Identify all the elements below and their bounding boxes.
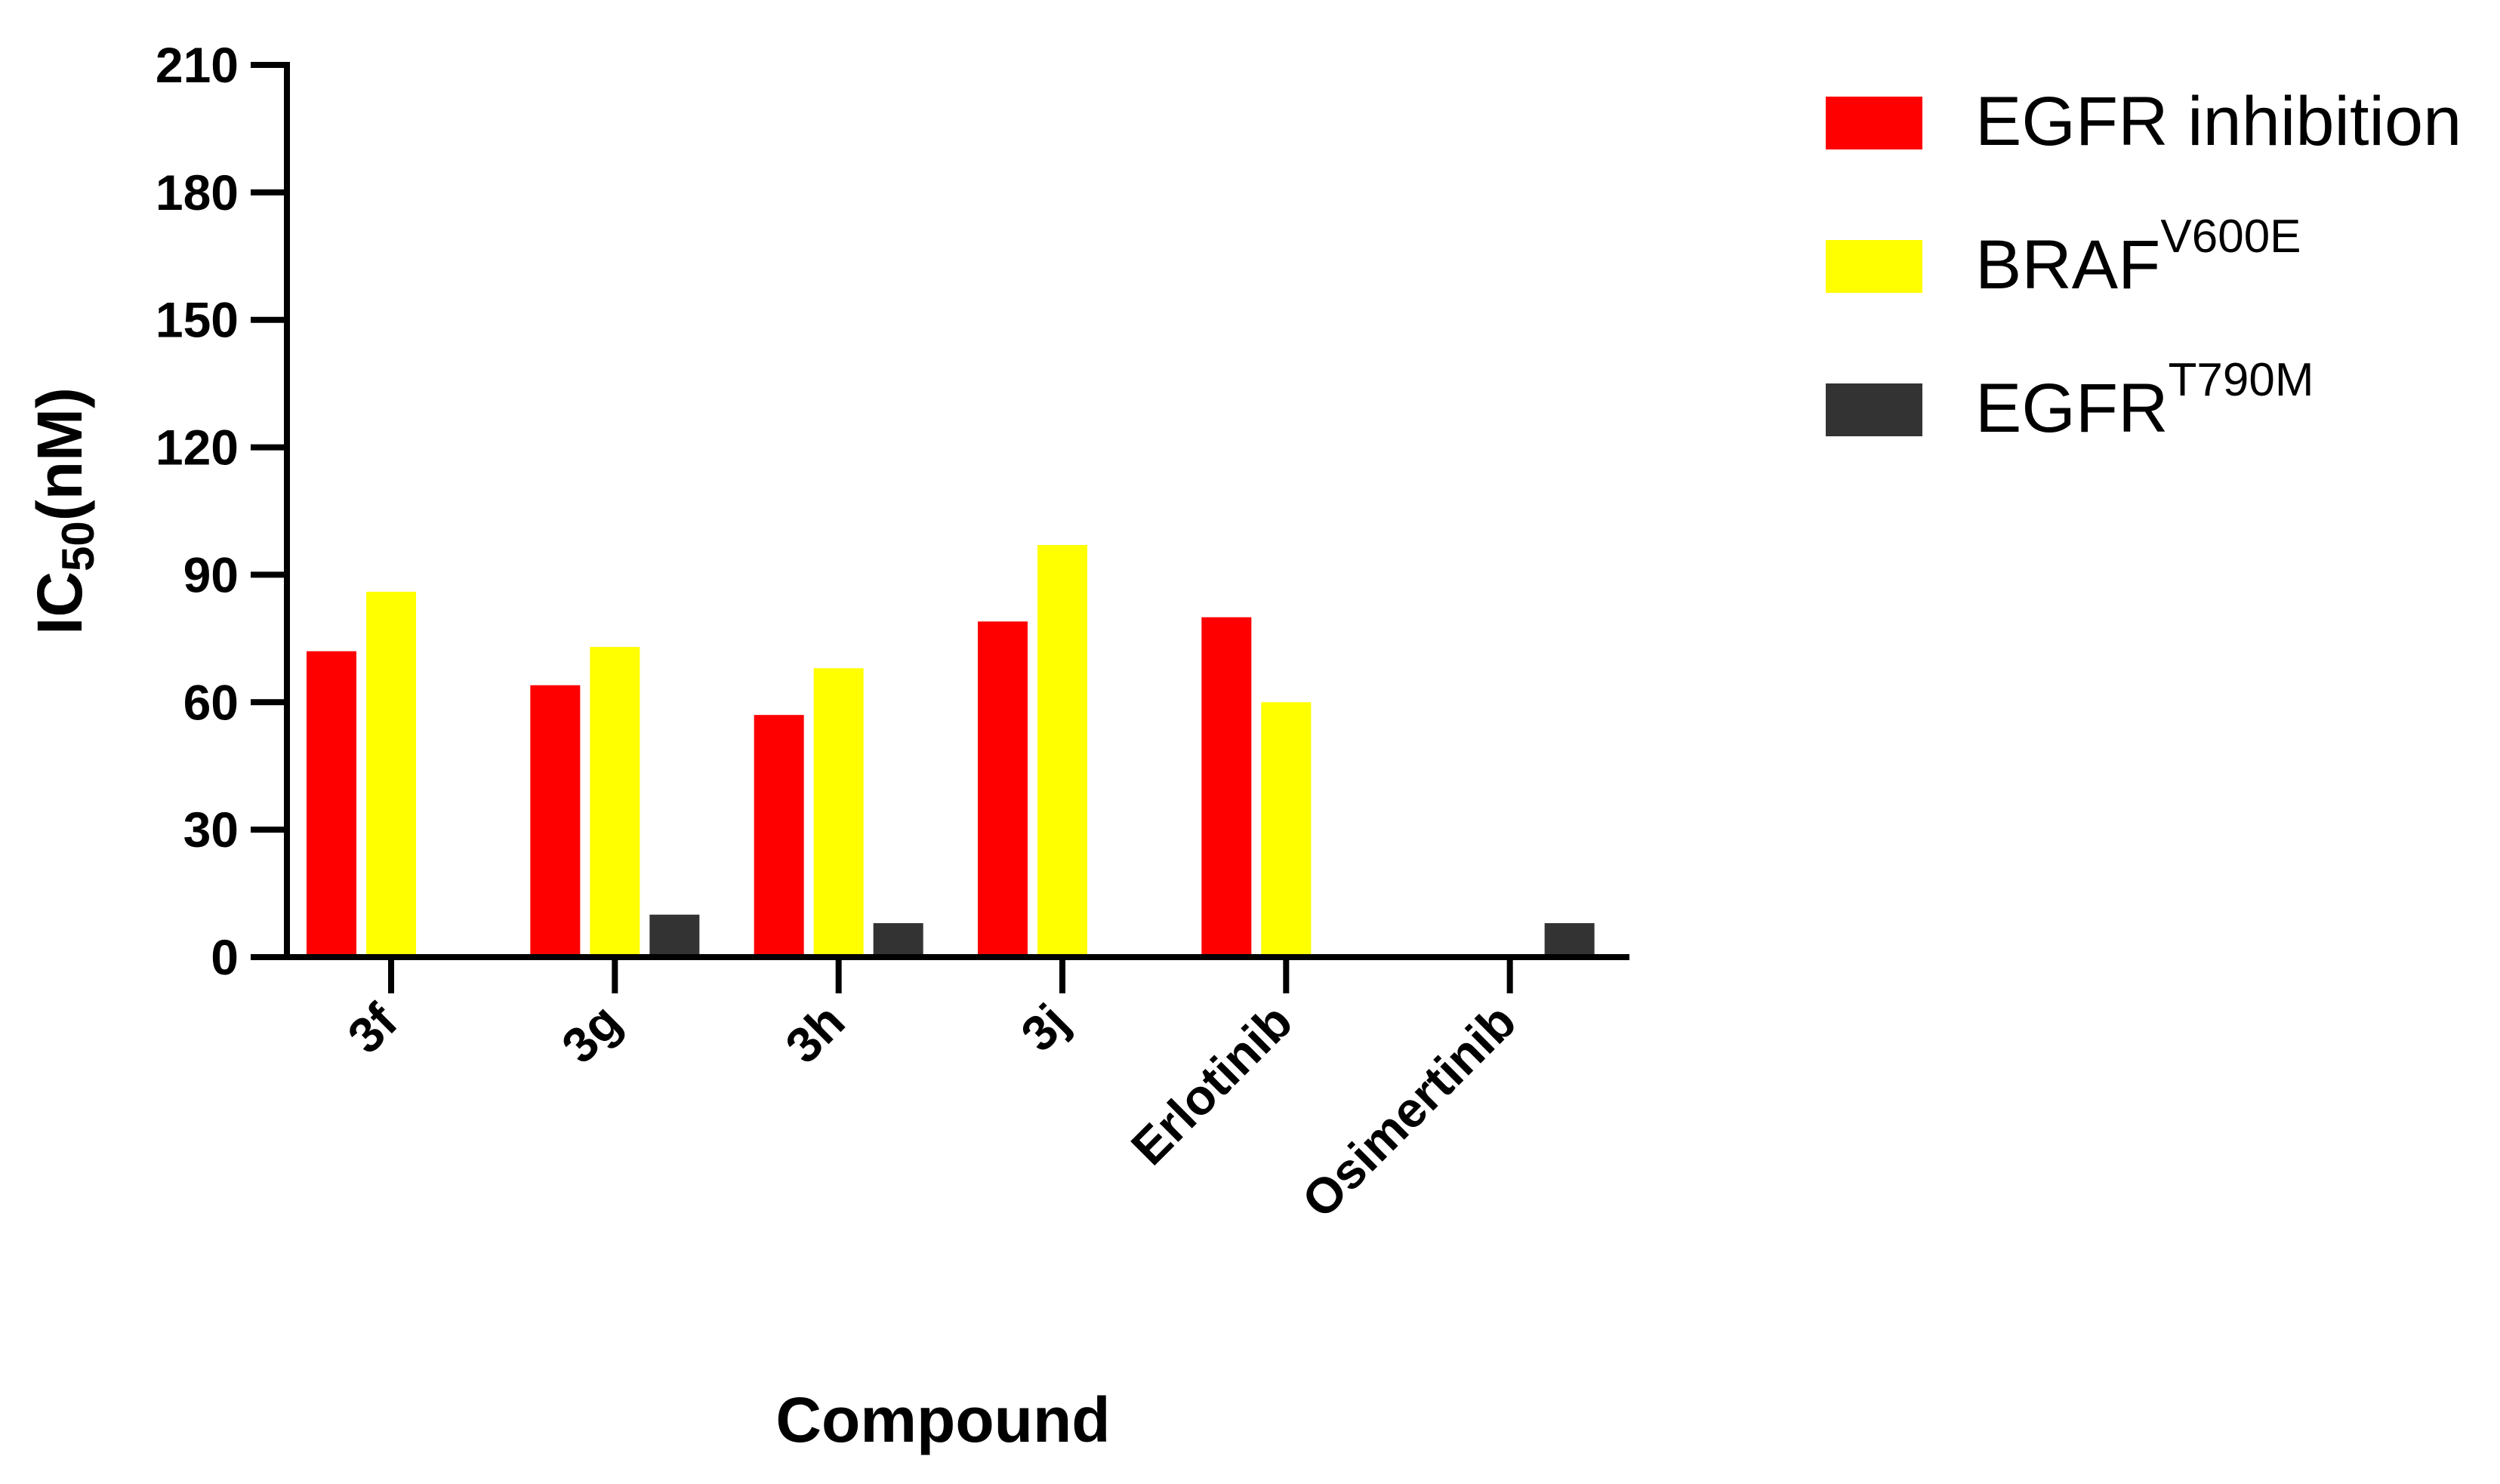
legend-swatch (1826, 383, 1922, 436)
legend-label-name: EGFR inhibition (1975, 83, 2461, 160)
y-tick-label: 150 (156, 292, 239, 348)
legend: EGFR inhibition BRAFV600E EGFRT790M (1826, 83, 2461, 447)
x-tick-label: 3g (550, 993, 631, 1074)
y-tick-label: 30 (183, 802, 239, 857)
legend-label: EGFR inhibition (1975, 83, 2461, 160)
y-tick-label: 90 (183, 546, 239, 602)
y-axis-title: IC50(nM) (24, 387, 103, 635)
bar (307, 651, 356, 957)
legend-label-name: EGFR (1975, 370, 2169, 447)
bar (1261, 702, 1312, 957)
x-tick-label: Erlotinib (1121, 993, 1303, 1176)
y-tick-label: 180 (156, 165, 239, 220)
bar (978, 621, 1028, 957)
legend-swatch (1826, 240, 1922, 293)
legend-label: BRAFV600E (1975, 211, 2301, 303)
y-axis-title-suffix: (nM) (24, 387, 95, 521)
bar (530, 685, 581, 957)
bar (754, 715, 804, 957)
axes-group (284, 62, 1629, 960)
legend-label-superscript: V600E (2160, 211, 2301, 263)
y-tick-label: 0 (211, 929, 239, 985)
y-tick-label: 210 (156, 37, 239, 93)
bar (1544, 922, 1595, 957)
x-tick-label: 3j (1010, 993, 1079, 1062)
bar (1201, 617, 1252, 957)
y-axis-title-prefix: IC (24, 571, 95, 635)
bar (366, 591, 416, 957)
x-axis-title: Compound (775, 1384, 1110, 1455)
y-tick-label: 120 (156, 420, 239, 476)
legend-swatch (1826, 97, 1922, 149)
legend-label-name: BRAF (1975, 226, 2160, 303)
bars-group (307, 545, 1595, 957)
y-ticks-group: 0 30 60 90 120 150 180 210 (156, 37, 287, 985)
legend-label: EGFRT790M (1975, 354, 2314, 447)
legend-label-superscript: T790M (2169, 354, 2314, 406)
x-tick-label: Osimertinib (1291, 993, 1527, 1229)
y-axis-title-subscript: 50 (53, 521, 103, 571)
x-tick-label: 3h (775, 993, 855, 1074)
bar (649, 914, 700, 957)
bar (873, 922, 923, 957)
bar (813, 668, 864, 957)
y-tick-label: 60 (183, 674, 239, 730)
x-tick-label: 3f (337, 993, 408, 1064)
bar (590, 647, 640, 957)
bar (1037, 545, 1087, 957)
